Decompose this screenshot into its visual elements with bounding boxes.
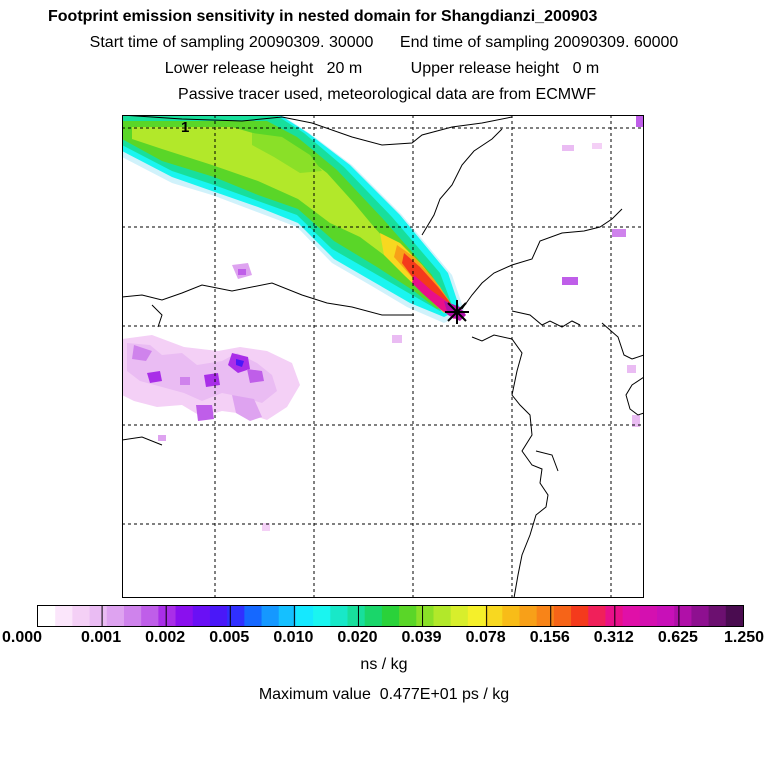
receptor-marker — [445, 300, 469, 324]
colorbar-band — [192, 606, 211, 626]
colorbar-band — [708, 606, 727, 626]
colorbar-tick-label: 0.020 — [337, 629, 378, 646]
colorbar-band — [691, 606, 710, 626]
colorbar-band — [381, 606, 400, 626]
colorbar-band — [38, 606, 56, 626]
colorbar-band — [295, 606, 314, 626]
colorbar-tick-label: 1.250 — [723, 629, 765, 646]
colorbar-tick-label: 0.002 — [145, 629, 186, 646]
colorbar-band — [399, 606, 417, 626]
colorbar — [37, 605, 744, 627]
sensitivity-patches — [122, 115, 644, 531]
colorbar-band — [536, 606, 555, 626]
colorbar-band — [605, 606, 624, 626]
colorbar-band — [588, 606, 606, 626]
colorbar-tick-label: 0.312 — [593, 629, 634, 646]
colorbar-band — [639, 606, 658, 626]
lower-height-value: 20 m — [326, 60, 363, 77]
colorbar-band — [175, 606, 194, 626]
upper-height-label: Upper release height — [410, 60, 560, 77]
colorbar-band — [209, 606, 228, 626]
colorbar-tick-label: 0.005 — [209, 629, 250, 646]
colorbar-band — [519, 606, 538, 626]
lower-height-label: Lower release height — [164, 60, 314, 77]
colorbar-band — [502, 606, 520, 626]
colorbar-band — [622, 606, 641, 626]
colorbar-band — [657, 606, 675, 626]
maximum-value: 0.477E+01 ps / kg — [379, 686, 510, 703]
colorbar-band — [313, 606, 331, 626]
colorbar-tick-label: 0.001 — [81, 629, 122, 646]
lat-lon-grid — [122, 115, 644, 598]
colorbar-band — [106, 606, 125, 626]
colorbar-tick-label: 0.039 — [401, 629, 442, 646]
colorbar-band — [278, 606, 297, 626]
colorbar-band — [347, 606, 366, 626]
colorbar-band — [433, 606, 452, 626]
colorbar-band — [123, 606, 142, 626]
colorbar-tick-label: 0.156 — [529, 629, 570, 646]
colorbar-band — [674, 606, 692, 626]
colorbar-band — [571, 606, 589, 626]
colorbar-tick-labels: 0.000 0.001 0.002 0.005 0.010 0.020 0.039 0.078… — [0, 629, 768, 651]
tracer-note: Passive tracer used, meteorological data… — [178, 86, 596, 103]
colorbar-band — [364, 606, 383, 626]
colorbar-tick-label: 0.000 — [1, 629, 43, 646]
colorbar-band — [553, 606, 572, 626]
colorbar-band — [158, 606, 177, 626]
colorbar-band — [416, 606, 434, 626]
colorbar-band — [89, 606, 108, 626]
colorbar-bands — [38, 606, 743, 626]
colorbar-band — [227, 606, 245, 626]
sampling-time-line: Start time of sampling 20090309. 30000 E… — [0, 34, 768, 52]
maximum-value-line: Maximum value 0.477E+01 ps / kg — [0, 686, 768, 704]
colorbar-band — [485, 606, 503, 626]
colorbar-tick-label: 0.010 — [273, 629, 314, 646]
footprint-map: 1 — [122, 115, 644, 598]
colorbar-band — [330, 606, 349, 626]
colorbar-band — [725, 606, 743, 626]
colorbar-tick-label: 0.078 — [465, 629, 506, 646]
grid-index-label: 1 — [181, 119, 189, 136]
end-time-label: End time of sampling — [399, 34, 550, 51]
colorbar-band — [467, 606, 486, 626]
colorbar-band — [55, 606, 73, 626]
start-time-value: 20090309. 30000 — [248, 34, 374, 51]
release-height-line: Lower release height 20 m Upper release … — [0, 60, 766, 78]
plot-title: Footprint emission sensitivity in nested… — [48, 8, 598, 25]
footprint-plume — [122, 115, 466, 323]
colorbar-units: ns / kg — [360, 656, 408, 673]
coastlines — [122, 115, 644, 598]
upper-height-value: 0 m — [572, 60, 600, 77]
colorbar-band — [261, 606, 280, 626]
maximum-value-label: Maximum value — [258, 686, 371, 703]
end-time-value: 20090309. 60000 — [553, 34, 679, 51]
colorbar-band — [244, 606, 263, 626]
start-time-label: Start time of sampling — [89, 34, 245, 51]
map-frame — [122, 115, 644, 598]
colorbar-band — [450, 606, 469, 626]
colorbar-band — [72, 606, 91, 626]
colorbar-band — [141, 606, 159, 626]
colorbar-tick-label: 0.625 — [657, 629, 698, 646]
